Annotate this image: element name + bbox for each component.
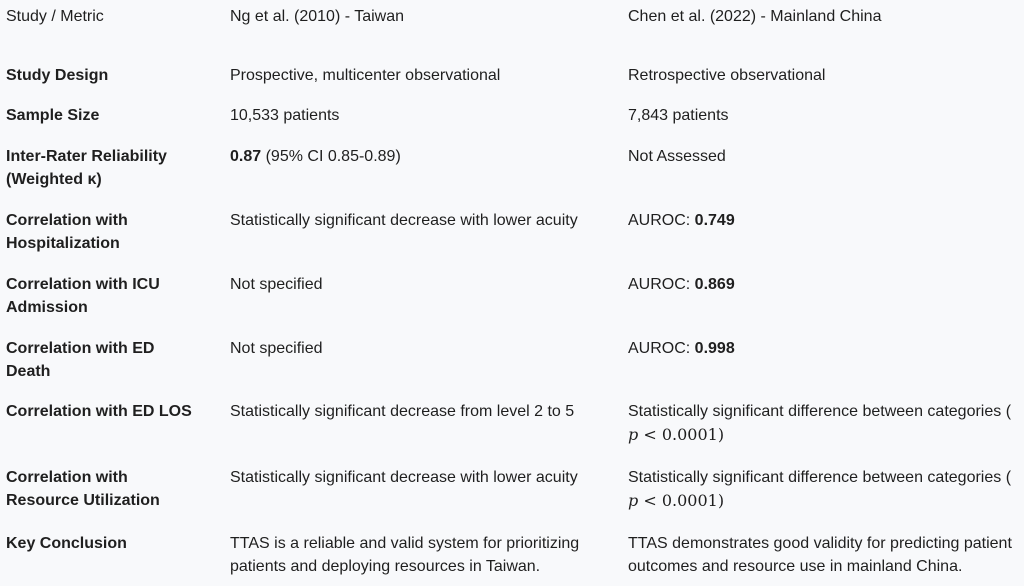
metric-label: Correlation with Hospitalization [6, 212, 128, 252]
metric-label: Correlation with ED Death [6, 340, 155, 380]
kappa-ci: (95% CI 0.85-0.89) [261, 148, 401, 165]
ng-value: Statistically significant decrease with … [230, 212, 578, 229]
ng-value: Statistically significant decrease with … [230, 469, 578, 486]
kappa-value: 0.87 [230, 148, 262, 165]
chen-value: AUROC: 0.998 [628, 337, 1024, 360]
metric-label: Inter-Rater Reliability (Weighted κ) [6, 148, 167, 188]
auroc-prefix: AUROC: [628, 276, 695, 293]
chen-value: AUROC: 0.869 [628, 273, 1024, 296]
ng-value: TTAS is a reliable and valid system for … [230, 535, 580, 575]
ng-value: Not specified [230, 340, 323, 357]
chen-value: TTAS demonstrates good validity for pred… [628, 535, 1012, 575]
chen-value: Statistically significant difference bet… [628, 466, 1024, 512]
auroc-value: 0.998 [694, 340, 735, 357]
metric-label: Sample Size [6, 107, 100, 124]
metric-label: Correlation with ICU Admission [6, 276, 160, 316]
p-value-math: p < 0.0001) [628, 425, 725, 444]
auroc-value: 0.749 [694, 212, 735, 229]
ng-value: 0.87 (95% CI 0.85-0.89) [230, 145, 610, 168]
metric-label: Correlation with Resource Utilization [6, 469, 160, 509]
ng-value: Prospective, multicenter observational [230, 67, 501, 84]
ng-value: 10,533 patients [230, 107, 340, 124]
auroc-value: 0.869 [694, 276, 735, 293]
header-chen-2022: Chen et al. (2022) - Mainland China [628, 8, 882, 25]
chen-value: AUROC: 0.749 [628, 209, 1024, 232]
chen-value: 7,843 patients [628, 107, 729, 124]
chen-value: Not Assessed [628, 148, 726, 165]
chen-value: Statistically significant difference bet… [628, 400, 1024, 446]
p-value-math: p < 0.0001) [628, 491, 725, 510]
metric-label: Study Design [6, 67, 109, 84]
chen-value: Retrospective observational [628, 67, 826, 84]
metric-label: Correlation with ED LOS [6, 403, 192, 420]
auroc-prefix: AUROC: [628, 340, 695, 357]
header-ng-2010: Ng et al. (2010) - Taiwan [230, 8, 405, 25]
ng-value: Not specified [230, 276, 323, 293]
ng-value: Statistically significant decrease from … [230, 403, 575, 420]
header-study-metric: Study / Metric [6, 8, 104, 25]
auroc-prefix: AUROC: [628, 212, 695, 229]
metric-label: Key Conclusion [6, 535, 127, 552]
